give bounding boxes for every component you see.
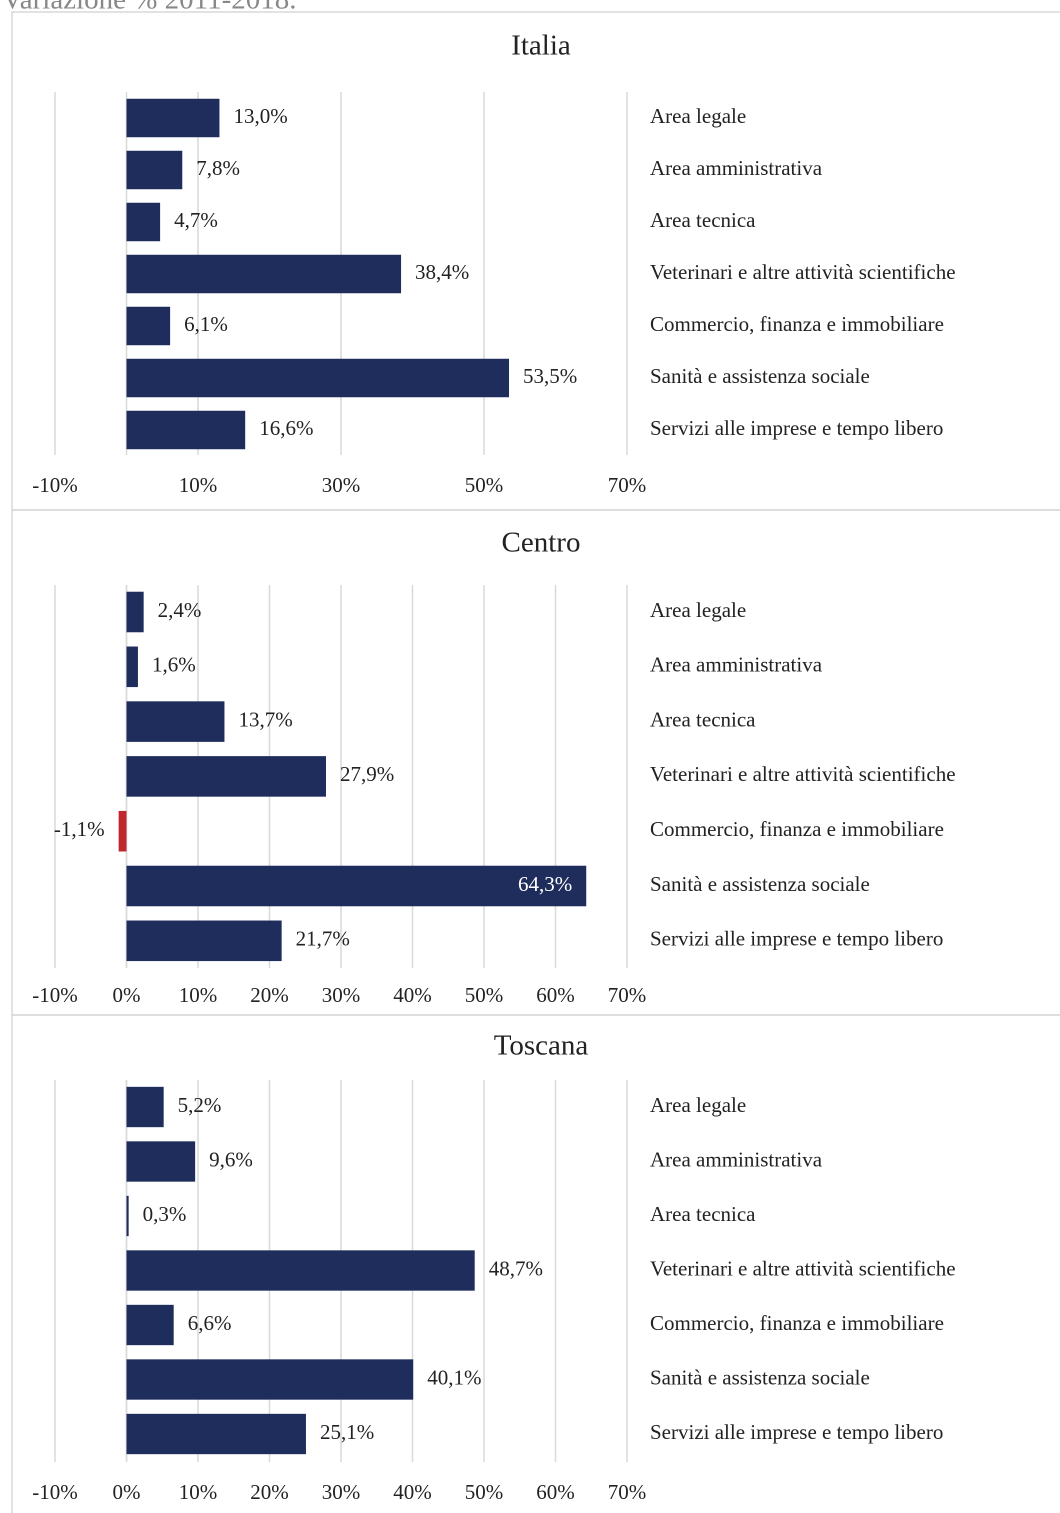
bar xyxy=(126,701,225,742)
data-label: 9,6% xyxy=(209,1147,253,1171)
x-tick-label: -10% xyxy=(32,983,78,1007)
category-label: Area amministrativa xyxy=(650,653,823,677)
bar xyxy=(126,1304,174,1346)
bar xyxy=(126,1413,306,1455)
bar xyxy=(126,202,161,242)
category-label: Servizi alle imprese e tempo libero xyxy=(650,927,943,951)
data-label: 21,7% xyxy=(296,927,350,951)
bar xyxy=(126,1195,129,1237)
data-label: 13,7% xyxy=(238,707,292,731)
x-tick-label: 50% xyxy=(465,473,504,497)
x-tick-label: 60% xyxy=(536,1480,575,1504)
bar xyxy=(126,306,171,346)
x-tick-label: 70% xyxy=(608,1480,647,1504)
x-tick-label: 10% xyxy=(179,983,218,1007)
category-label: Area amministrativa xyxy=(650,1147,823,1171)
x-tick-label: 10% xyxy=(179,473,218,497)
category-label: Area amministrativa xyxy=(650,156,823,180)
bar xyxy=(126,591,144,633)
chart-title: Toscana xyxy=(494,1030,589,1062)
bar xyxy=(126,1250,475,1291)
data-label: 38,4% xyxy=(415,260,469,284)
data-label: 40,1% xyxy=(427,1365,481,1389)
category-label: Sanità e assistenza sociale xyxy=(650,1365,870,1389)
bar xyxy=(126,98,220,138)
data-label: 27,9% xyxy=(340,762,394,786)
panel-frame xyxy=(11,1014,1060,1513)
bar xyxy=(126,410,246,450)
x-tick-label: 70% xyxy=(608,473,647,497)
bar xyxy=(126,756,326,797)
category-label: Area legale xyxy=(650,104,746,128)
x-tick-label: 30% xyxy=(322,983,361,1007)
x-tick-label: 20% xyxy=(250,1480,289,1504)
x-tick-label: 50% xyxy=(465,1480,504,1504)
bar xyxy=(126,1086,164,1128)
data-label: 0,3% xyxy=(143,1202,187,1226)
data-label: 4,7% xyxy=(174,208,218,232)
data-label: 48,7% xyxy=(489,1256,543,1280)
x-tick-label: -10% xyxy=(32,1480,78,1504)
data-label: 6,1% xyxy=(184,312,228,336)
category-label: Veterinari e altre attività scientifiche xyxy=(650,260,956,284)
chart-title: Italia xyxy=(511,30,571,62)
bar xyxy=(118,810,127,852)
category-label: Area tecnica xyxy=(650,1202,756,1226)
x-tick-label: 40% xyxy=(393,983,432,1007)
bar xyxy=(126,920,282,962)
data-label: 6,6% xyxy=(188,1311,232,1335)
x-tick-label: 0% xyxy=(113,983,141,1007)
x-tick-label: 30% xyxy=(322,1480,361,1504)
data-label: 64,3% xyxy=(518,872,572,896)
bar xyxy=(126,865,587,907)
data-label: 2,4% xyxy=(158,598,202,622)
category-label: Servizi alle imprese e tempo libero xyxy=(650,416,943,440)
x-tick-label: 50% xyxy=(465,983,504,1007)
category-label: Commercio, finanza e immobiliare xyxy=(650,1311,944,1335)
chart-title: Centro xyxy=(502,527,581,559)
category-label: Area legale xyxy=(650,598,746,622)
x-tick-label: 30% xyxy=(322,473,361,497)
x-tick-label: -10% xyxy=(32,473,78,497)
data-label: 25,1% xyxy=(320,1420,374,1444)
category-label: Area tecnica xyxy=(650,208,756,232)
page-title: Variazione % 2011-2018. xyxy=(2,0,296,16)
category-label: Area tecnica xyxy=(650,707,756,731)
bar xyxy=(126,254,402,294)
bar xyxy=(126,1141,196,1182)
x-tick-label: 0% xyxy=(113,1480,141,1504)
x-tick-label: 20% xyxy=(250,983,289,1007)
bar xyxy=(126,150,183,190)
x-tick-label: 10% xyxy=(179,1480,218,1504)
x-tick-label: 60% xyxy=(536,983,575,1007)
data-label: 53,5% xyxy=(523,364,577,388)
category-label: Sanità e assistenza sociale xyxy=(650,872,870,896)
category-label: Sanità e assistenza sociale xyxy=(650,364,870,388)
category-label: Servizi alle imprese e tempo libero xyxy=(650,1420,943,1444)
x-tick-label: 40% xyxy=(393,1480,432,1504)
category-label: Commercio, finanza e immobiliare xyxy=(650,817,944,841)
category-label: Commercio, finanza e immobiliare xyxy=(650,312,944,336)
category-label: Veterinari e altre attività scientifiche xyxy=(650,1256,956,1280)
data-label: 1,6% xyxy=(152,653,196,677)
bar xyxy=(126,646,138,688)
data-label: 5,2% xyxy=(178,1093,222,1117)
data-label: 16,6% xyxy=(259,416,313,440)
x-tick-label: 70% xyxy=(608,983,647,1007)
category-label: Veterinari e altre attività scientifiche xyxy=(650,762,956,786)
data-label: 7,8% xyxy=(196,156,240,180)
data-label: -1,1% xyxy=(54,817,105,841)
bar xyxy=(126,358,510,398)
category-label: Area legale xyxy=(650,1093,746,1117)
data-label: 13,0% xyxy=(233,104,287,128)
bar xyxy=(126,1359,414,1400)
